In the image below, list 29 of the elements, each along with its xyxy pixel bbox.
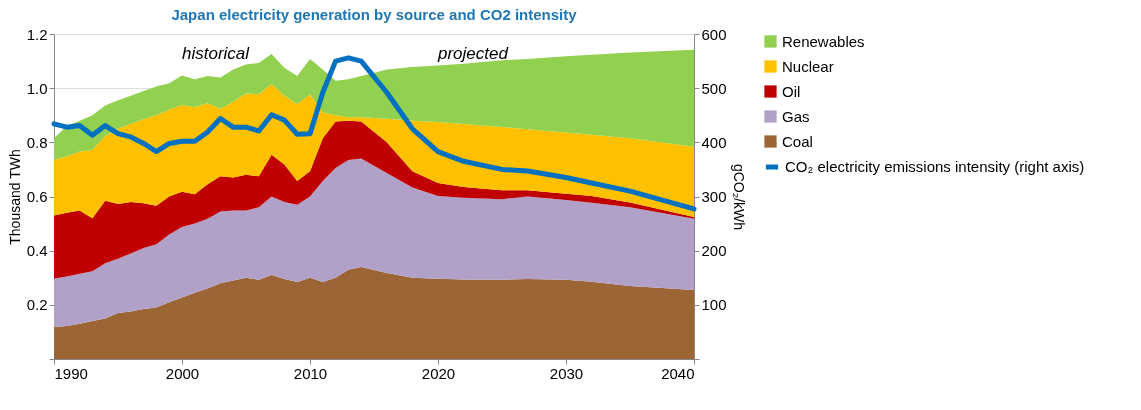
y-tick-label: 0.8 — [26, 133, 48, 151]
y2-tick-label: 500 — [701, 79, 727, 97]
y2-tick-label: 300 — [701, 188, 727, 205]
y2-tick-label: 100 — [701, 296, 727, 314]
y2-axis-title: gCO₂/kWh — [730, 163, 747, 231]
y2-tick-label: 200 — [701, 242, 727, 260]
y-tick-label: 1.2 — [26, 25, 48, 43]
legend-label: Coal — [782, 132, 813, 150]
legend-label: Oil — [782, 82, 801, 100]
y-tick-label: 1.0 — [26, 79, 48, 97]
y2-tick-label: 600 — [701, 25, 727, 43]
y-tick-label: 0.4 — [26, 242, 48, 260]
x-tick-label: 2010 — [293, 364, 328, 382]
x-tick-label: 1990 — [54, 364, 88, 382]
y-tick-label: 0.2 — [26, 296, 48, 314]
legend-label: Renewables — [782, 32, 865, 50]
x-tick-label: 2020 — [421, 364, 456, 382]
chart-title: Japan electricity generation by source and CO2 intensity — [171, 6, 578, 23]
x-tick-label: 2040 — [661, 364, 695, 382]
y-axis-title: Thousand TWh — [6, 149, 23, 245]
x-tick-label: 2000 — [165, 364, 200, 382]
legend-label: CO₂ electricity emissions intensity (right axis) — [785, 158, 1085, 175]
x-tick-label: 2030 — [549, 364, 584, 382]
y-tick-label: 0.6 — [26, 188, 48, 205]
legend-label: Gas — [782, 107, 810, 125]
annotation: projected — [437, 44, 509, 63]
annotation: historical — [182, 44, 251, 63]
legend-label: Nuclear — [782, 57, 834, 75]
y2-tick-label: 400 — [701, 133, 727, 151]
